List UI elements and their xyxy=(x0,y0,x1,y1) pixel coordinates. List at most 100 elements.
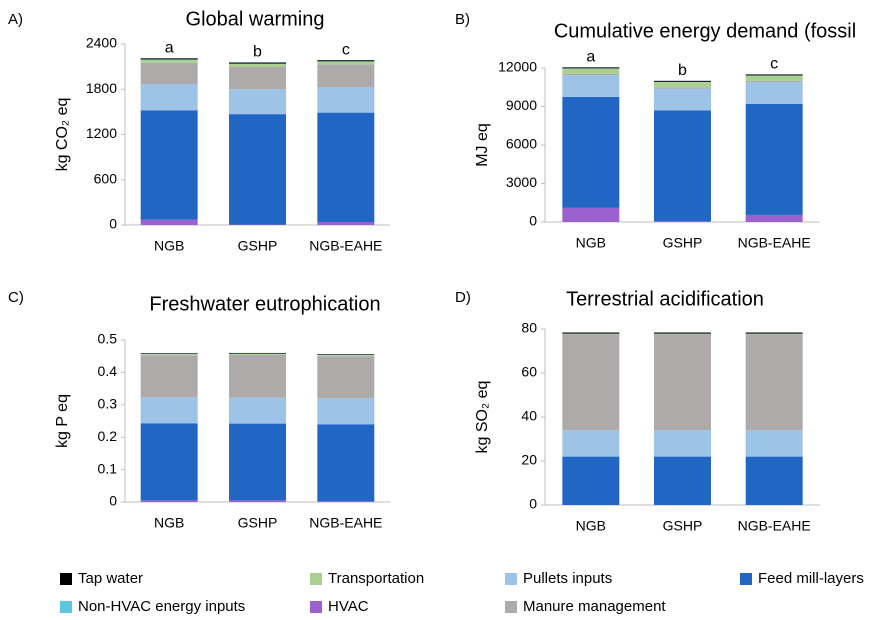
bar-segment: Pullets inputs xyxy=(745,430,803,457)
bar-segment: Transportation xyxy=(317,355,375,357)
bar-segment: Manure management xyxy=(229,354,286,398)
chart-title: Cumulative energy demand (fossil xyxy=(554,20,856,42)
y-tick-label: 1800 xyxy=(86,80,117,96)
bar-segment: Feed mill-layers xyxy=(229,114,286,225)
bar-segment: Pullets inputs xyxy=(562,75,620,97)
bar-segment: Manure management xyxy=(745,80,803,83)
legend-label: Pullets inputs xyxy=(523,570,612,587)
bar-segment: Tap water xyxy=(654,80,711,82)
bar-segment: Feed mill-layers xyxy=(229,423,286,501)
x-tick-label: NGB xyxy=(576,235,606,251)
bar-segment: Feed mill-layers xyxy=(140,423,198,501)
bar-segment: Pullets inputs xyxy=(229,89,286,115)
legend-label: Tap water xyxy=(78,570,143,587)
bar-segment: Feed mill-layers xyxy=(317,112,375,222)
y-axis-label: kg P eq xyxy=(54,394,71,448)
bar-segment: HVAC xyxy=(562,207,620,222)
bar-segment: HVAC xyxy=(229,500,286,502)
legend-label: Feed mill-layers xyxy=(758,570,864,587)
bar-segment: Feed mill-layers xyxy=(654,456,711,505)
bar-segment: Tap water xyxy=(562,67,620,69)
bar-segment: Manure management xyxy=(562,334,620,431)
bar-segment: Transportation xyxy=(140,354,198,356)
y-axis-label: kg SO₂ eq xyxy=(474,381,491,454)
y-tick-label: 0.4 xyxy=(98,363,118,379)
legend-label: Non-HVAC energy inputs xyxy=(78,598,245,615)
y-tick-label: 0.5 xyxy=(98,331,118,347)
bar-segment: Tap water xyxy=(317,354,375,355)
bar-segment: HVAC xyxy=(140,219,198,225)
bar-segment: Pullets inputs xyxy=(140,397,198,424)
x-tick-label: NGB-EAHE xyxy=(309,238,382,254)
y-tick-label: 0 xyxy=(529,213,537,229)
x-tick-label: GSHP xyxy=(663,518,703,534)
x-tick-label: GSHP xyxy=(663,235,703,251)
bar-segment: Manure management xyxy=(654,87,711,89)
y-tick-label: 20 xyxy=(521,452,537,468)
chart-title: Terrestrial acidification xyxy=(566,288,764,310)
bar-segment: HVAC xyxy=(745,214,803,222)
y-tick-label: 40 xyxy=(521,408,537,424)
panel-label: A) xyxy=(8,11,23,28)
bar-annotation: b xyxy=(678,62,687,79)
bar-segment: HVAC xyxy=(140,500,198,502)
y-tick-label: 600 xyxy=(94,170,118,186)
y-axis-label: kg CO₂ eq xyxy=(54,98,71,172)
bar-segment: Tap water xyxy=(562,332,620,334)
bar-segment: Tap water xyxy=(140,58,198,60)
bar-segment: Transportation xyxy=(654,333,711,335)
x-tick-label: GSHP xyxy=(238,238,278,254)
bar-segment: Pullets inputs xyxy=(562,430,620,457)
bar-segment: Tap water xyxy=(745,332,803,334)
bar-segment: Pullets inputs xyxy=(317,398,375,425)
bar-segment: Feed mill-layers xyxy=(140,110,198,220)
bar-segment: Transportation xyxy=(229,353,286,355)
legend-label: Manure management xyxy=(523,598,666,615)
legend-swatch xyxy=(740,573,752,585)
y-tick-label: 9000 xyxy=(506,97,537,113)
bar-segment: Transportation xyxy=(229,63,286,67)
bar-segment: Manure management xyxy=(140,355,198,398)
bar-segment: Feed mill-layers xyxy=(745,456,803,505)
legend-label: HVAC xyxy=(328,598,369,615)
y-tick-label: 60 xyxy=(521,364,537,380)
bar-segment: Tap water xyxy=(654,332,711,334)
y-tick-label: 6000 xyxy=(506,136,537,152)
bar-segment: Pullets inputs xyxy=(654,430,711,457)
bar-segment: Manure management xyxy=(229,66,286,90)
bar-segment: Feed mill-layers xyxy=(317,424,375,502)
panel-label: B) xyxy=(455,11,470,28)
y-tick-label: 1200 xyxy=(86,125,117,141)
bar-segment: Manure management xyxy=(140,62,198,84)
legend-swatch xyxy=(60,573,72,585)
x-tick-label: NGB xyxy=(576,518,606,534)
bar-segment: Pullets inputs xyxy=(140,83,198,111)
y-tick-label: 0.3 xyxy=(98,396,118,412)
y-tick-label: 2400 xyxy=(86,35,117,51)
legend-swatch xyxy=(310,573,322,585)
bar-segment: HVAC xyxy=(317,501,375,502)
panel-label: C) xyxy=(8,289,24,306)
bar-segment: Pullets inputs xyxy=(654,88,711,111)
y-tick-label: 0.1 xyxy=(98,460,118,476)
bar-segment: Pullets inputs xyxy=(745,82,803,104)
bar-segment: Tap water xyxy=(140,353,198,354)
bar-annotation: c xyxy=(342,41,350,58)
bar-segment: Tap water xyxy=(229,62,286,64)
x-tick-label: NGB-EAHE xyxy=(738,235,811,251)
bar-segment: Transportation xyxy=(745,333,803,335)
bar-segment: HVAC xyxy=(317,221,375,225)
y-tick-label: 3000 xyxy=(506,174,537,190)
bar-segment: Transportation xyxy=(317,61,375,65)
bar-annotation: a xyxy=(586,49,595,66)
bar-annotation: a xyxy=(165,40,174,57)
bar-annotation: b xyxy=(253,44,262,61)
legend-swatch xyxy=(310,601,322,613)
panel-label: D) xyxy=(455,289,471,306)
x-tick-label: NGB-EAHE xyxy=(738,518,811,534)
x-tick-label: NGB xyxy=(154,515,184,531)
x-tick-label: NGB-EAHE xyxy=(309,515,382,531)
bar-segment: Transportation xyxy=(140,59,198,63)
bar-segment: Tap water xyxy=(229,352,286,354)
